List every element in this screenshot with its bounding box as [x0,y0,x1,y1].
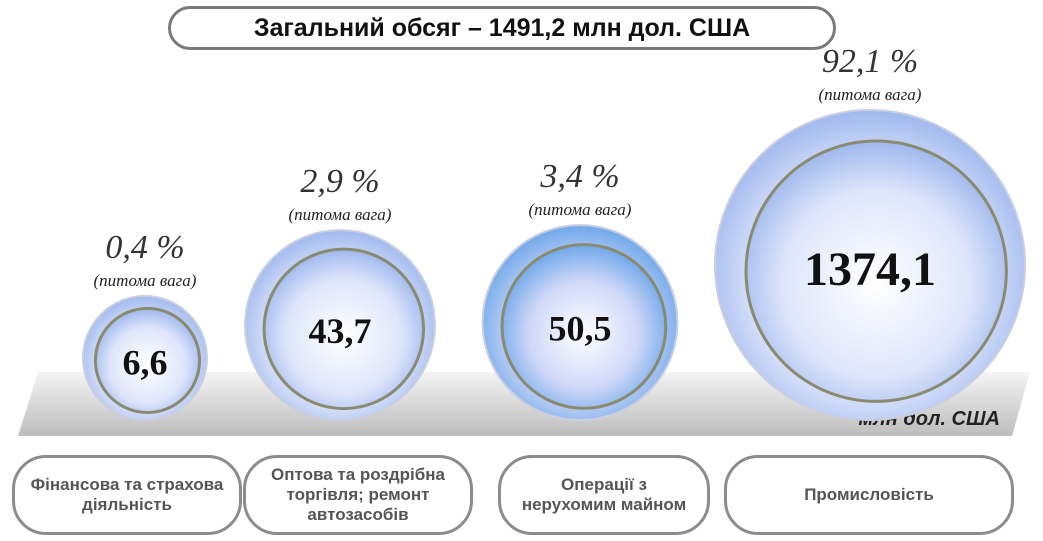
share-label: 2,9 % [300,163,379,200]
category-label: Операції з нерухомим майном [498,455,710,535]
bubble-inner [744,139,1008,403]
share-note: (питома вага) [289,205,392,224]
share-label: 0,4 % [105,229,184,266]
share-note: (питома вага) [529,200,632,219]
share-note: (питома вага) [819,85,922,104]
category-label: Оптова та роздрібна торгівля; ремонт авт… [243,455,473,535]
bubble-inner [262,247,426,411]
value-label: 50,5 [549,308,612,348]
share-label: 3,4 % [539,158,619,195]
value-label: 1374,1 [804,243,936,296]
share-note: (питома вага) [94,271,197,290]
value-label: 6,6 [123,342,168,382]
bubble-inner [500,243,668,410]
share-label: 92,1 % [822,43,918,80]
chart-title: Загальний обсяг – 1491,2 млн дол. США [168,6,836,50]
bubble-inner [93,306,202,415]
category-label: Фінансова та страхова діяльність [12,455,242,535]
value-label: 43,7 [309,311,372,351]
category-label: Промисловість [724,455,1014,535]
